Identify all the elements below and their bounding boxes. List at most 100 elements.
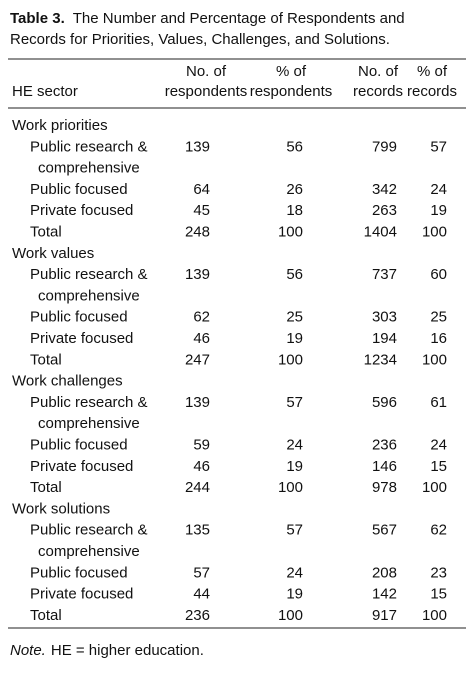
cell: 60 <box>430 266 447 283</box>
cell: 139 <box>185 138 210 155</box>
cell: 26 <box>286 181 303 198</box>
cell: 596 <box>372 394 397 411</box>
cell: 737 <box>372 266 397 283</box>
cell: 62 <box>193 309 210 326</box>
cell: 139 <box>185 266 210 283</box>
cell: 303 <box>372 309 397 326</box>
cell: 19 <box>286 458 303 475</box>
section-name: Work challenges <box>12 373 123 390</box>
row-label: Total <box>30 351 62 368</box>
note: Note. HE = higher education. <box>10 642 204 659</box>
cell: 59 <box>193 436 210 453</box>
cell: 1234 <box>364 351 397 368</box>
row-label: Total <box>30 223 62 240</box>
cell: 236 <box>372 436 397 453</box>
note-text: HE = higher education. <box>51 642 204 659</box>
cell: 236 <box>185 607 210 624</box>
row-label: Private focused <box>30 202 133 219</box>
cell: 567 <box>372 522 397 539</box>
cell: 56 <box>286 138 303 155</box>
cell: 1404 <box>364 223 397 240</box>
cell: 248 <box>185 223 210 240</box>
cell: 15 <box>430 458 447 475</box>
cell: 100 <box>278 351 303 368</box>
cell: 100 <box>278 223 303 240</box>
row-label: comprehensive <box>38 415 140 432</box>
cell: 57 <box>430 138 447 155</box>
section-name: Work priorities <box>12 117 108 134</box>
cell: 46 <box>193 458 210 475</box>
cell: 15 <box>430 586 447 603</box>
cell: 25 <box>286 309 303 326</box>
cell: 342 <box>372 181 397 198</box>
column-header: % of <box>276 63 307 80</box>
row-label: Public focused <box>30 181 128 198</box>
cell: 24 <box>430 436 447 453</box>
section-name: Work solutions <box>12 500 110 517</box>
cell: 194 <box>372 330 397 347</box>
cell: 135 <box>185 522 210 539</box>
cell: 57 <box>286 394 303 411</box>
table-title: Records for Priorities, Values, Challeng… <box>10 31 390 48</box>
note-label: Note. <box>10 642 46 659</box>
cell: 247 <box>185 351 210 368</box>
cell: 56 <box>286 266 303 283</box>
cell: 100 <box>422 223 447 240</box>
cell: 64 <box>193 181 210 198</box>
column-header: respondents <box>165 83 248 100</box>
row-label: Public research & <box>30 394 148 411</box>
cell: 45 <box>193 202 210 219</box>
row-label: Public research & <box>30 522 148 539</box>
cell: 799 <box>372 138 397 155</box>
title-text: The Number and Percentage of Respondents… <box>73 10 405 27</box>
row-label: Total <box>30 479 62 496</box>
cell: 61 <box>430 394 447 411</box>
cell: 62 <box>430 522 447 539</box>
cell: 978 <box>372 479 397 496</box>
cell: 46 <box>193 330 210 347</box>
cell: 57 <box>286 522 303 539</box>
row-label: comprehensive <box>38 160 140 177</box>
section-name: Work values <box>12 245 94 262</box>
cell: 100 <box>422 479 447 496</box>
cell: 100 <box>278 607 303 624</box>
cell: 100 <box>278 479 303 496</box>
column-header: respondents <box>250 83 333 100</box>
row-label: Private focused <box>30 458 133 475</box>
column-header: % of <box>417 63 448 80</box>
cell: 44 <box>193 586 210 603</box>
cell: 139 <box>185 394 210 411</box>
cell: 23 <box>430 564 447 581</box>
column-header: HE sector <box>12 83 78 100</box>
row-label: comprehensive <box>38 543 140 560</box>
column-header: records <box>407 83 457 100</box>
column-header: No. of <box>358 63 399 80</box>
cell: 100 <box>422 351 447 368</box>
cell: 100 <box>422 607 447 624</box>
cell: 263 <box>372 202 397 219</box>
cell: 19 <box>286 586 303 603</box>
cell: 917 <box>372 607 397 624</box>
row-label: Private focused <box>30 586 133 603</box>
cell: 244 <box>185 479 210 496</box>
row-label: Total <box>30 607 62 624</box>
cell: 142 <box>372 586 397 603</box>
cell: 19 <box>430 202 447 219</box>
cell: 146 <box>372 458 397 475</box>
table-title: Table 3. The Number and Percentage of Res… <box>10 10 405 27</box>
row-label: Public focused <box>30 309 128 326</box>
row-label: Private focused <box>30 330 133 347</box>
row-label: comprehensive <box>38 287 140 304</box>
cell: 16 <box>430 330 447 347</box>
row-label: Public research & <box>30 266 148 283</box>
row-label: Public research & <box>30 138 148 155</box>
cell: 19 <box>286 330 303 347</box>
cell: 57 <box>193 564 210 581</box>
row-label: Public focused <box>30 436 128 453</box>
cell: 25 <box>430 309 447 326</box>
cell: 208 <box>372 564 397 581</box>
cell: 18 <box>286 202 303 219</box>
cell: 24 <box>286 564 303 581</box>
column-header: No. of <box>186 63 227 80</box>
